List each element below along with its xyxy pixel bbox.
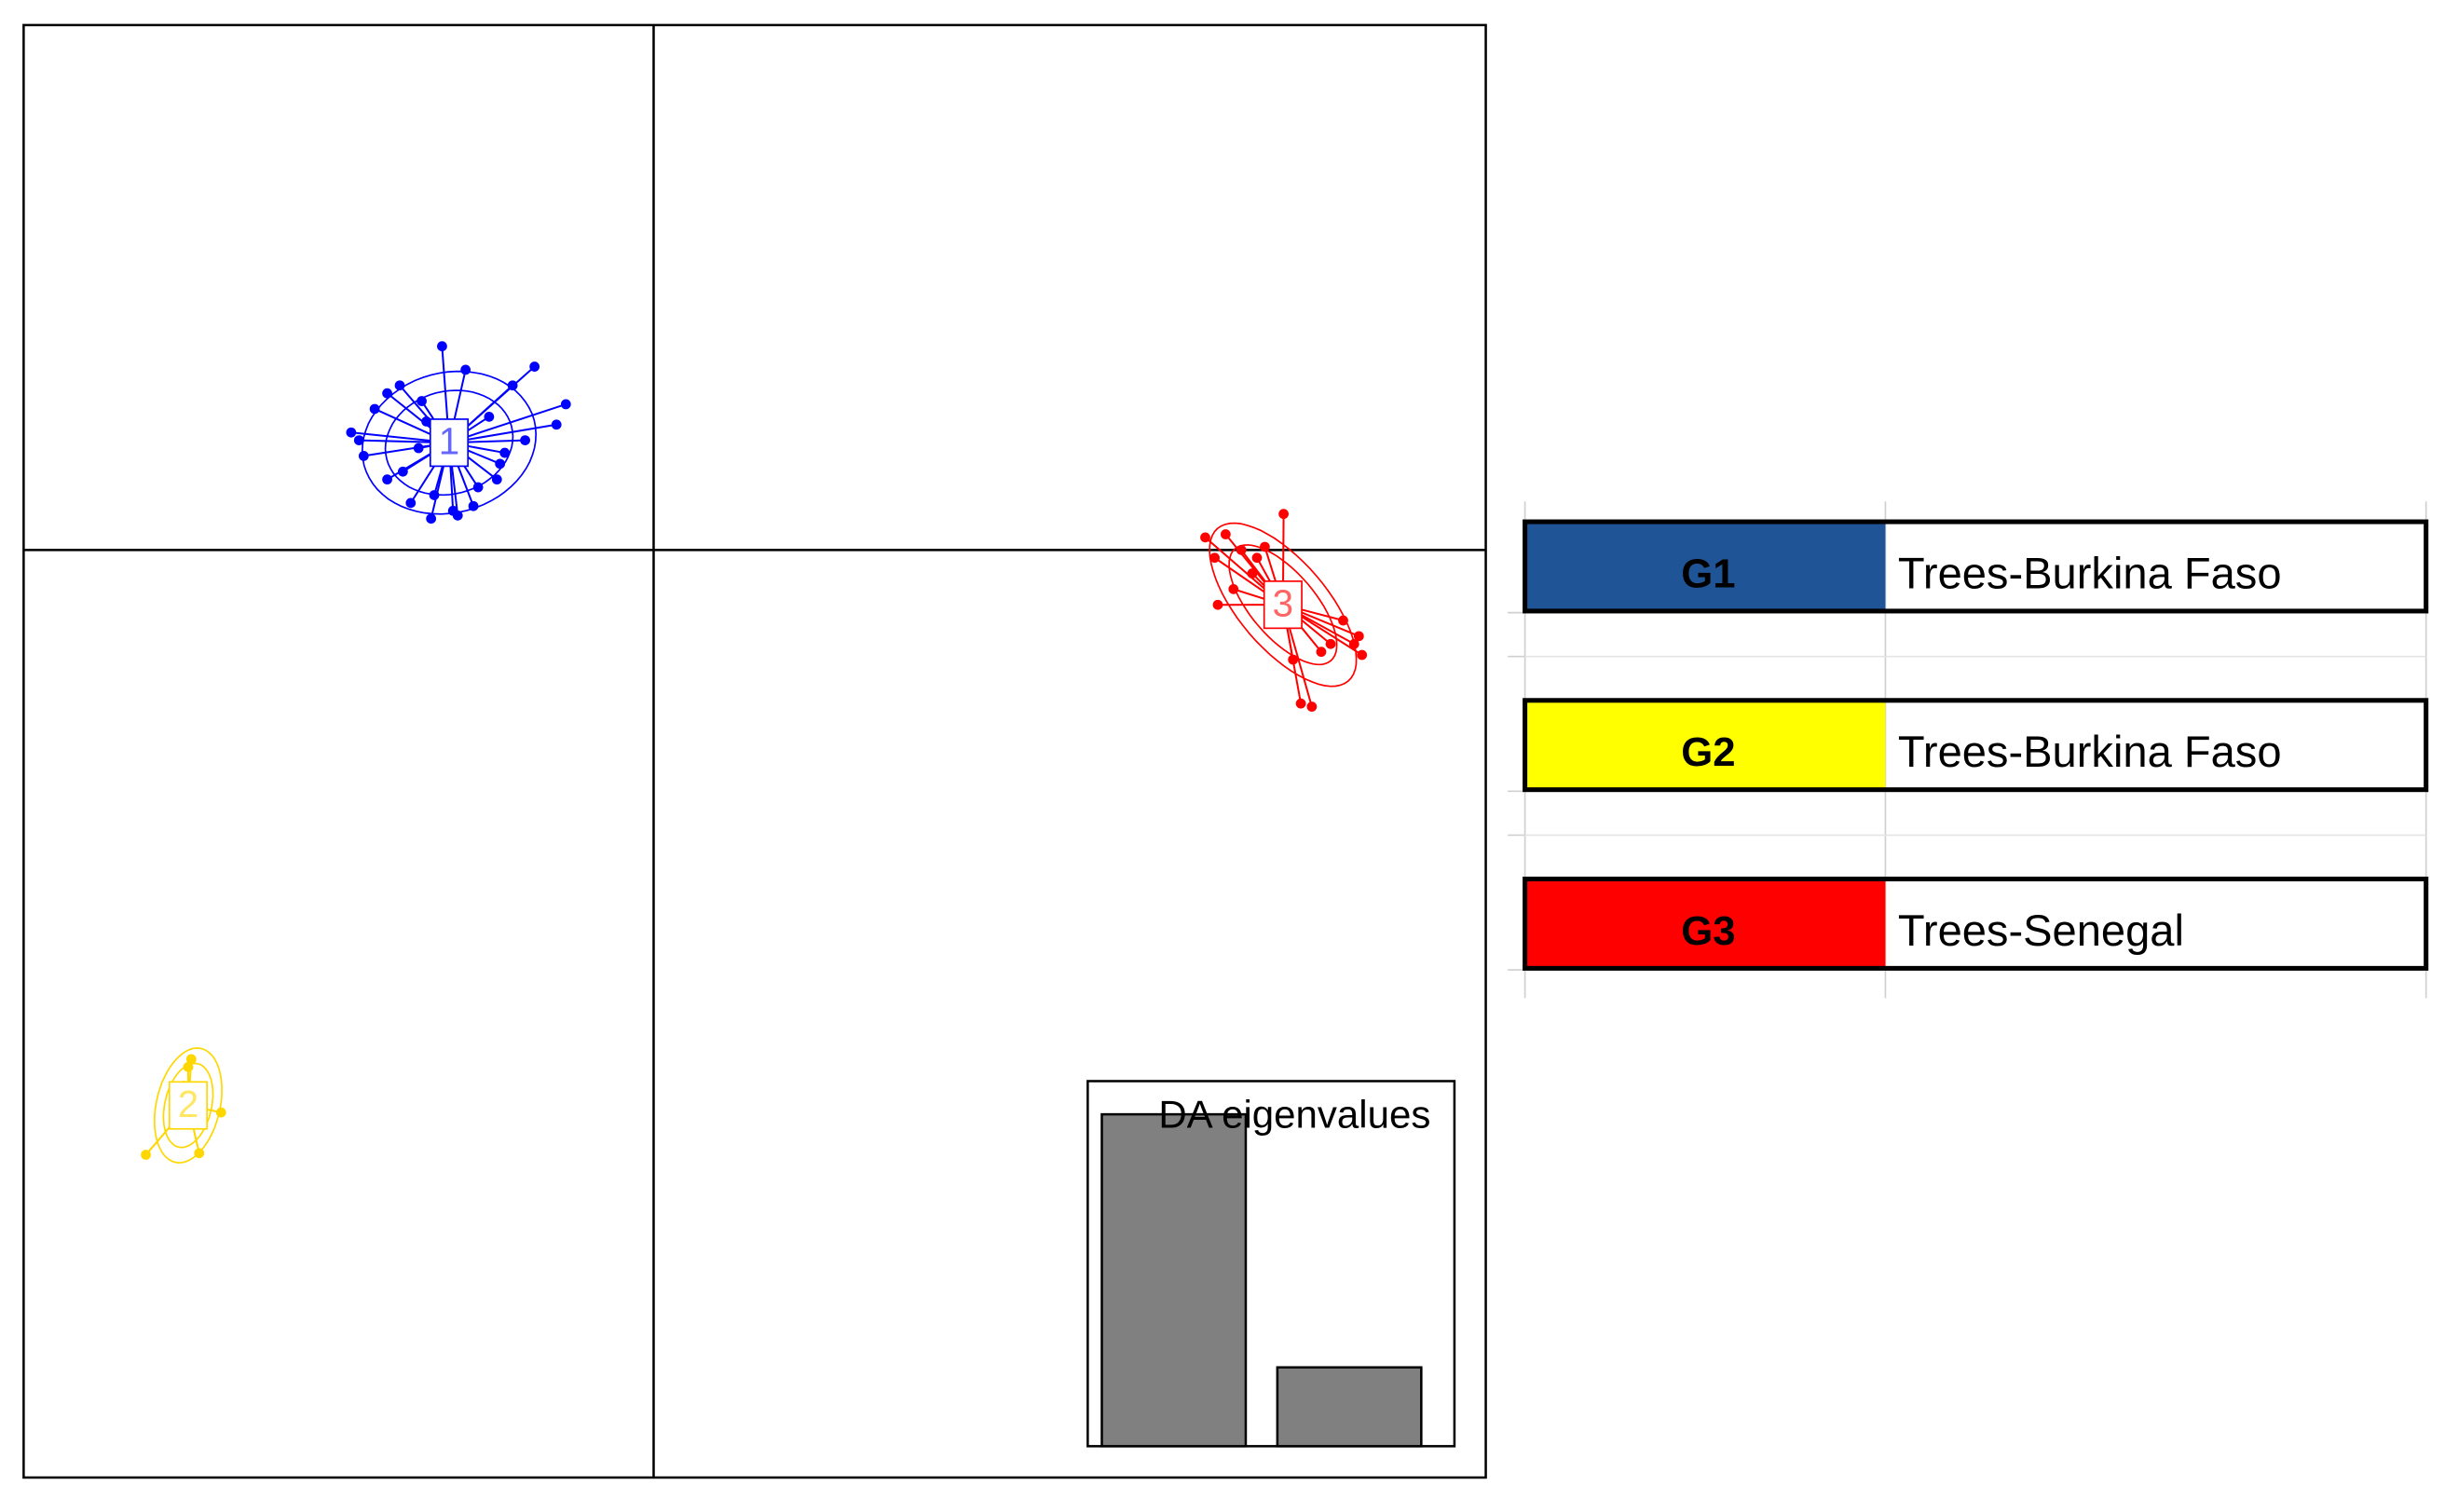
point (1348, 638, 1359, 649)
point (529, 361, 540, 372)
legend-group: G3 (1681, 908, 1735, 954)
point (560, 399, 571, 410)
point (1220, 529, 1231, 539)
point (421, 416, 431, 427)
point (1260, 541, 1270, 552)
plot-frame (22, 23, 1487, 1479)
legend-row-frame (1523, 877, 2429, 971)
point (1306, 702, 1318, 712)
point (346, 427, 357, 438)
point (1357, 649, 1368, 661)
point (426, 513, 437, 524)
point (194, 1148, 205, 1159)
point (417, 396, 427, 406)
point (185, 1054, 197, 1065)
cluster-ellipse (153, 1047, 223, 1164)
point (353, 435, 364, 445)
point (468, 500, 479, 511)
legend-label: Trees-Burkina Faso (1898, 548, 2282, 597)
point (141, 1150, 151, 1160)
point (1209, 552, 1220, 564)
point (1278, 509, 1289, 520)
legend-swatch (1524, 700, 1886, 790)
point (1247, 568, 1258, 579)
point (1353, 631, 1364, 642)
point (382, 474, 392, 485)
point (1338, 615, 1348, 626)
point (413, 443, 424, 454)
legend-row-frame (1523, 519, 2429, 614)
point (405, 497, 417, 509)
point (1236, 544, 1247, 555)
cluster-ellipse (361, 370, 538, 515)
point (551, 419, 562, 430)
point (429, 490, 440, 500)
point (520, 435, 530, 445)
point (484, 411, 495, 422)
point (215, 1107, 226, 1118)
point (472, 482, 484, 493)
point (394, 380, 405, 391)
point (398, 466, 408, 477)
legend-label: Trees-Senegal (1898, 906, 2184, 955)
inset-title: DA eigenvalues (1158, 1092, 1430, 1136)
cluster-label: 3 (1273, 581, 1293, 624)
centroid-box (168, 1081, 208, 1130)
point (499, 447, 511, 458)
point (437, 341, 447, 352)
point (460, 364, 471, 375)
point (452, 510, 463, 521)
legend-swatch (1524, 879, 1886, 969)
point (358, 451, 369, 461)
cluster-label: 2 (178, 1083, 198, 1125)
point (1228, 583, 1239, 594)
cluster-ellipse (384, 389, 514, 497)
point (1316, 647, 1327, 658)
cluster-ellipse (162, 1062, 214, 1149)
cluster-ellipse (1209, 522, 1358, 688)
point (1251, 552, 1263, 564)
centroid-box (429, 418, 470, 468)
point (183, 1061, 194, 1072)
point (491, 474, 502, 485)
cluster-ellipse (1228, 544, 1338, 666)
point (1325, 638, 1336, 649)
point (1295, 698, 1306, 709)
point (382, 388, 392, 399)
point (369, 403, 380, 415)
eigen-bar (1100, 1112, 1248, 1448)
point (495, 458, 506, 470)
point (1200, 532, 1210, 543)
legend-swatch (1524, 522, 1886, 611)
cluster-label: 1 (439, 420, 459, 463)
centroid-box (1263, 580, 1303, 630)
eigen-bar (1276, 1366, 1423, 1448)
legend-row-frame (1523, 698, 2429, 793)
legend-label: Trees-Burkina Faso (1898, 727, 2282, 776)
legend-group: G1 (1681, 551, 1735, 596)
point (1212, 599, 1223, 610)
legend-group: G2 (1681, 729, 1735, 775)
